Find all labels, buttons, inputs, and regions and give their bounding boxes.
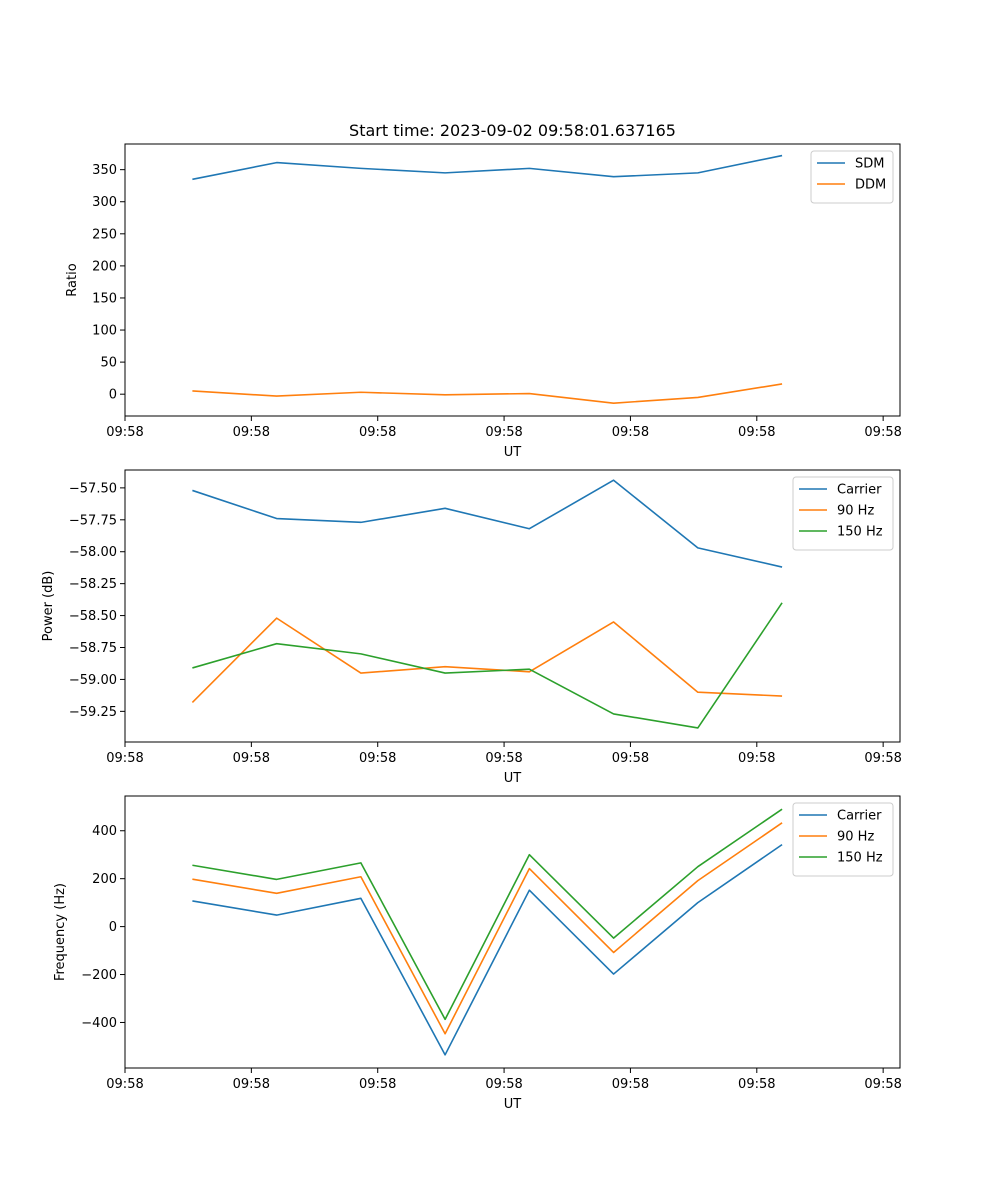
x-tick-label: 09:58 [106, 1077, 143, 1092]
y-axis-label: Ratio [65, 263, 80, 296]
x-tick-label: 09:58 [612, 751, 649, 766]
legend-label: 90 Hz [837, 830, 874, 845]
series-line-90-hz [191, 617, 783, 703]
chart-ratio: 09:58 09:58 09:58 09:58 09:58 09:58 09:58 0 50 10… [65, 143, 902, 460]
y-tick-label: 350 [92, 163, 117, 178]
x-tick-label: 09:58 [359, 1077, 396, 1092]
x-tick-label: 09:58 [864, 751, 901, 766]
legend-box [810, 150, 894, 204]
y-tick-label: 250 [92, 227, 117, 242]
y-tick-label: 300 [92, 195, 117, 210]
y-tick-label: 0 [109, 920, 117, 935]
series-line-90-hz [192, 822, 783, 1035]
y-tick-label: −400 [81, 1016, 117, 1031]
y-tick-label: 100 [92, 324, 117, 339]
legend-label: SDM [855, 157, 884, 172]
y-tick-label: −58.50 [69, 609, 117, 624]
x-tick-label: 09:58 [233, 1077, 270, 1092]
legend-label: 150 Hz [837, 851, 883, 866]
y-tick-label: −59.00 [69, 673, 117, 688]
y-tick-label: 50 [100, 356, 117, 371]
figure-title: Start time: 2023-09-02 09:58:01.637165 [349, 121, 676, 140]
y-tick-label: −58.75 [69, 641, 117, 656]
legend-label: 90 Hz [837, 504, 874, 519]
plot-frame [124, 469, 901, 743]
series-line-sdm [192, 154, 783, 181]
plot-frame [124, 795, 901, 1069]
plot-frame [124, 143, 901, 417]
y-tick-label: −58.00 [69, 545, 117, 560]
legend-label: DDM [855, 178, 886, 193]
series-line-ddm [192, 383, 783, 404]
y-tick-label: 200 [92, 259, 117, 274]
x-axis-label: UT [504, 771, 522, 786]
y-tick-label: 150 [92, 291, 117, 306]
y-tick-label: −57.75 [69, 513, 117, 528]
series-line-carrier [192, 843, 783, 1056]
x-tick-label: 09:58 [233, 751, 270, 766]
x-tick-label: 09:58 [738, 425, 775, 440]
series-line-150-hz [192, 602, 783, 729]
x-axis-label: UT [504, 445, 522, 460]
legend: Carrier 90 Hz 150 Hz [792, 476, 894, 551]
legend-label: 150 Hz [837, 525, 883, 540]
chart-frequency: 09:58 09:58 09:58 09:58 09:58 09:58 09:58 400 20… [53, 795, 902, 1112]
x-tick-label: 09:58 [738, 751, 775, 766]
x-tick-label: 09:58 [738, 1077, 775, 1092]
y-tick-label: 400 [92, 824, 117, 839]
y-tick-label: −57.50 [69, 481, 117, 496]
y-tick-label: −200 [81, 968, 117, 983]
x-tick-label: 09:58 [485, 1077, 522, 1092]
y-tick-label: −58.25 [69, 577, 117, 592]
y-axis-label: Power (dB) [41, 571, 56, 642]
legend: Carrier 90 Hz 150 Hz [792, 802, 894, 877]
x-tick-label: 09:58 [864, 1077, 901, 1092]
chart-power: 09:58 09:58 09:58 09:58 09:58 09:58 09:58 −57.5… [41, 469, 902, 786]
y-tick-label: 0 [109, 388, 117, 403]
x-tick-label: 09:58 [612, 1077, 649, 1092]
x-tick-label: 09:58 [233, 425, 270, 440]
x-tick-label: 09:58 [106, 425, 143, 440]
x-tick-label: 09:58 [485, 425, 522, 440]
series-line-150-hz [192, 808, 783, 1021]
x-tick-label: 09:58 [485, 751, 522, 766]
y-axis-label: Frequency (Hz) [53, 883, 68, 981]
x-tick-label: 09:58 [864, 425, 901, 440]
y-tick-label: −59.25 [69, 705, 117, 720]
legend-label: Carrier [837, 483, 882, 498]
x-tick-label: 09:58 [106, 751, 143, 766]
x-axis-label: UT [504, 1097, 522, 1112]
x-tick-label: 09:58 [359, 425, 396, 440]
legend-label: Carrier [837, 809, 882, 824]
series-line-carrier [192, 479, 783, 568]
x-tick-label: 09:58 [359, 751, 396, 766]
x-tick-label: 09:58 [612, 425, 649, 440]
legend: SDM DDM [810, 150, 894, 204]
y-tick-label: 200 [92, 872, 117, 887]
